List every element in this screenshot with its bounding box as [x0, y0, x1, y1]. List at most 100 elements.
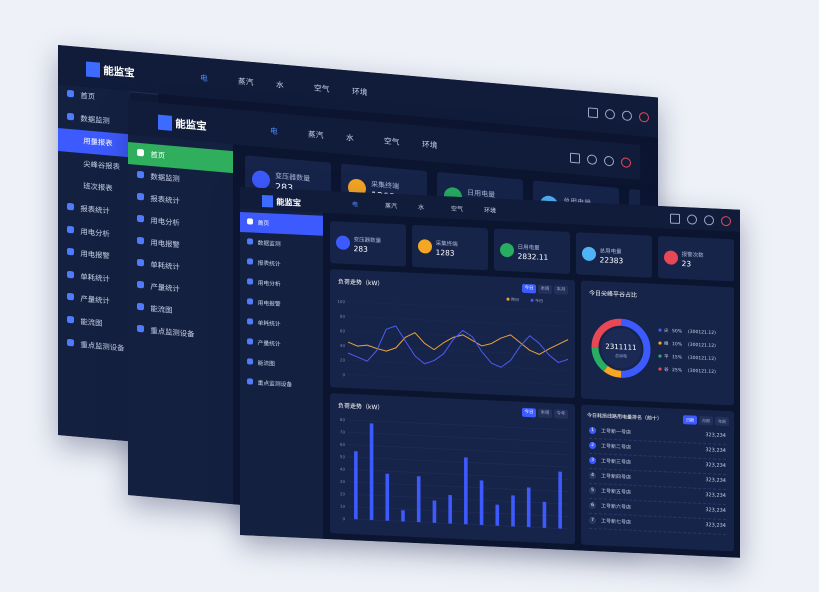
nav-tab[interactable]: 环境 — [352, 86, 368, 98]
sidebar-icon — [137, 148, 145, 157]
sidebar-icon — [247, 378, 253, 385]
sidebar-icon — [247, 278, 253, 285]
sidebar-icon — [137, 192, 145, 201]
nav-tab[interactable]: 蒸汽 — [385, 202, 398, 211]
nav-tab[interactable]: 电 — [270, 126, 278, 136]
bar — [401, 510, 405, 522]
bar — [385, 473, 390, 521]
toolbar-icon[interactable] — [704, 215, 714, 226]
sidebar-item[interactable]: 重点监测设备 — [257, 380, 293, 389]
sidebar-icon — [247, 238, 253, 245]
rank-name: 工号新七号店 — [601, 518, 632, 526]
nav-tab[interactable]: 环境 — [422, 139, 438, 150]
stat-label: 报警次数 — [681, 251, 704, 259]
chart: 0 20 40 60 80 100 昨日 今日 — [337, 296, 569, 386]
nav-tab[interactable]: 空气 — [384, 135, 400, 147]
toolbar-icon[interactable] — [588, 107, 598, 119]
stat-icon — [335, 235, 350, 251]
sidebar-icon — [67, 270, 75, 279]
legend-percent: 10% — [672, 341, 683, 347]
sidebar-item[interactable]: 首页 — [257, 220, 270, 228]
nav-tab[interactable]: 电 — [352, 201, 359, 209]
toolbar-icon[interactable] — [622, 110, 632, 122]
rank-badge: 3 — [589, 456, 596, 465]
legend-percent: 50% — [672, 328, 683, 334]
rank-value: 323,234 — [705, 447, 726, 455]
sidebar-icon — [137, 280, 145, 289]
grid-line — [348, 469, 568, 480]
y-tick-label: 30 — [340, 479, 346, 484]
sidebar-item[interactable]: 能流图 — [150, 303, 173, 315]
legend-label: 今日 — [535, 297, 543, 303]
sidebar-icon — [247, 358, 253, 365]
nav-tab[interactable]: 环境 — [484, 207, 497, 215]
chart-tab[interactable]: 年报 — [715, 416, 729, 427]
pie-card: 今日尖峰平谷占比尖 50% (300121.12) 峰 10% (300121.12) 平 1… — [581, 280, 734, 406]
sidebar-item[interactable]: 用电分析 — [257, 280, 281, 288]
sidebar-icon — [247, 318, 253, 325]
sidebar-item[interactable]: 首页 — [150, 149, 166, 161]
legend-name: 平 — [664, 354, 669, 360]
nav-tab[interactable]: 空气 — [451, 205, 464, 214]
stat-icon — [417, 238, 432, 254]
sidebar-item[interactable]: 单耗统计 — [257, 320, 281, 328]
y-tick-label: 40 — [340, 343, 346, 348]
sidebar-item[interactable]: 产量统计 — [257, 340, 281, 348]
toolbar-icon[interactable] — [687, 214, 697, 225]
chart-tab[interactable]: 月报 — [699, 415, 713, 426]
stat-value: 2832.11 — [517, 251, 549, 262]
rank-value: 323,234 — [705, 522, 726, 530]
sidebar-item[interactable]: 数据监测 — [257, 240, 281, 248]
nav-tab[interactable]: 水 — [418, 204, 425, 212]
rank-badge: 2 — [589, 441, 596, 450]
toolbar-icon[interactable] — [721, 215, 731, 227]
nav-tab[interactable]: 蒸汽 — [238, 76, 254, 88]
legend-swatch — [506, 297, 510, 301]
rank-name: 工号新三号店 — [601, 458, 632, 466]
legend-swatch — [658, 341, 662, 345]
bar — [479, 480, 484, 526]
sidebar-item[interactable]: 能流图 — [80, 316, 103, 328]
sidebar-icon — [67, 338, 75, 347]
grid-line — [348, 506, 568, 517]
grid-line — [348, 518, 568, 530]
grid-line — [348, 444, 568, 455]
sidebar-item[interactable]: 能流图 — [257, 360, 275, 368]
sidebar-icon — [137, 302, 145, 311]
line-chart-card: 负荷走势（kW） 今日 本周 本月 0 20 40 60 80 100 昨日 今日 — [330, 269, 575, 399]
toolbar-icon[interactable] — [639, 111, 649, 123]
toolbar-icon[interactable] — [670, 213, 680, 224]
sidebar-icon — [137, 170, 145, 179]
series-line — [347, 325, 569, 368]
sidebar-item[interactable]: 用电报警 — [257, 300, 281, 308]
grid-line — [348, 456, 568, 468]
sidebar-item[interactable]: 报表统计 — [257, 260, 281, 268]
chart-tab[interactable]: 日报 — [683, 415, 697, 425]
nav-tab[interactable]: 蒸汽 — [308, 129, 324, 140]
legend-swatch — [530, 298, 534, 302]
sidebar-icon — [67, 293, 75, 301]
y-tick-label: 50 — [340, 454, 346, 459]
stat-icon — [252, 169, 271, 190]
toolbar-icon[interactable] — [570, 152, 580, 164]
rank-name: 工号新二号店 — [601, 443, 632, 451]
sidebar-item[interactable]: 首页 — [80, 90, 96, 102]
rank-value: 323,234 — [705, 507, 726, 515]
legend-detail: (300121.12) — [688, 355, 716, 362]
ranking-title: 今日耗损线路用电量排名（前十） — [587, 412, 663, 423]
legend-swatch — [658, 367, 662, 371]
grid-line — [348, 345, 568, 356]
bar — [432, 500, 437, 523]
nav-tab[interactable]: 水 — [346, 132, 354, 143]
nav-tab[interactable]: 电 — [200, 73, 208, 84]
rank-name: 工号新一号店 — [601, 428, 632, 436]
stat-icon — [663, 250, 678, 266]
y-tick-label: 80 — [340, 417, 346, 422]
nav-tab[interactable]: 水 — [276, 80, 284, 90]
rank-badge: 5 — [589, 486, 596, 495]
nav-tab[interactable]: 空气 — [314, 83, 330, 94]
toolbar-icon[interactable] — [605, 108, 615, 120]
